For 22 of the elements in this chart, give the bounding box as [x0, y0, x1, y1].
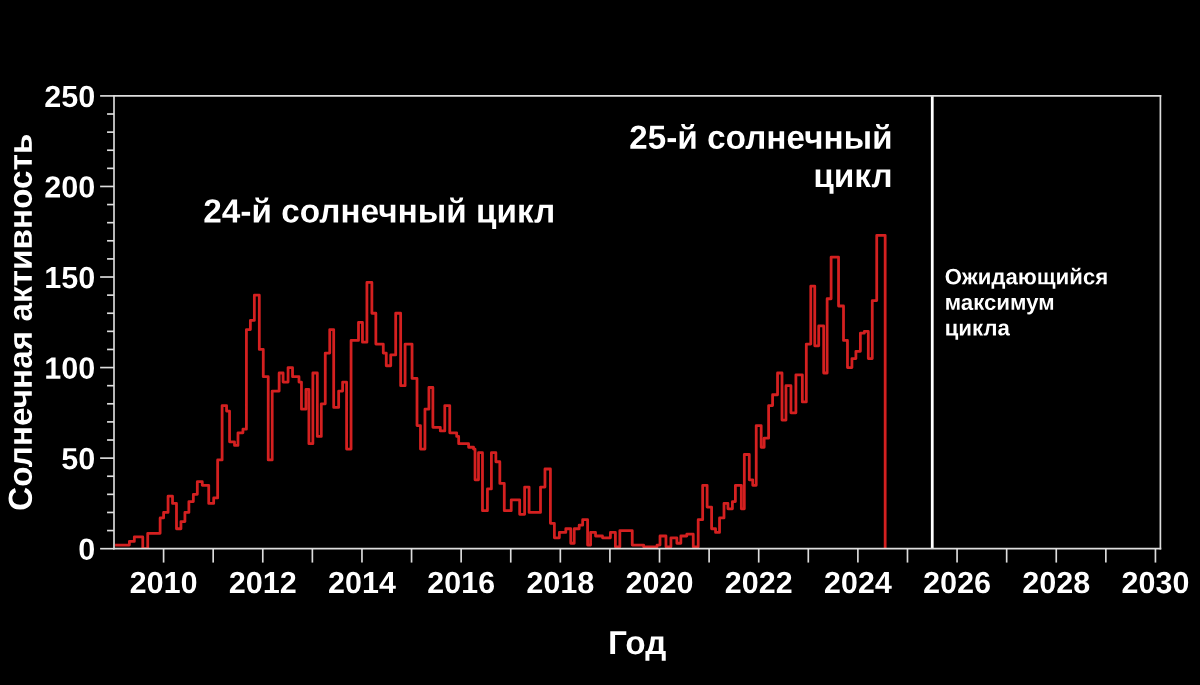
x-tick-label: 2010	[130, 571, 197, 594]
x-tick-label: 2012	[229, 571, 296, 594]
annotation: 24-й солнечный цикл	[204, 197, 553, 230]
y-tick-label: 0	[79, 538, 94, 561]
x-tick-label: 2016	[428, 571, 495, 594]
x-tick-label: 2014	[329, 571, 396, 594]
ref-line-label: Ожидающийся максимум цикла	[945, 267, 1107, 340]
x-tick-label: 2028	[1023, 571, 1090, 594]
x-tick-label: 2024	[824, 571, 892, 594]
annotation: 25-й солнечный цикл	[630, 123, 891, 194]
y-tick-label: 250	[45, 85, 94, 108]
y-tick-label: 150	[46, 266, 94, 289]
y-tick-label: 50	[62, 447, 94, 470]
x-tick-label: 2018	[527, 571, 594, 594]
y-axis-title: Солнечная активность	[8, 135, 33, 510]
x-tick-label: 2020	[626, 571, 693, 594]
y-tick-label: 100	[46, 357, 94, 379]
y-tick-label: 200	[45, 176, 94, 198]
x-tick-label: 2022	[725, 571, 792, 594]
x-tick-label: 2030	[1122, 571, 1189, 594]
x-axis-title: Год	[610, 631, 666, 661]
x-tick-label: 2026	[924, 571, 990, 594]
